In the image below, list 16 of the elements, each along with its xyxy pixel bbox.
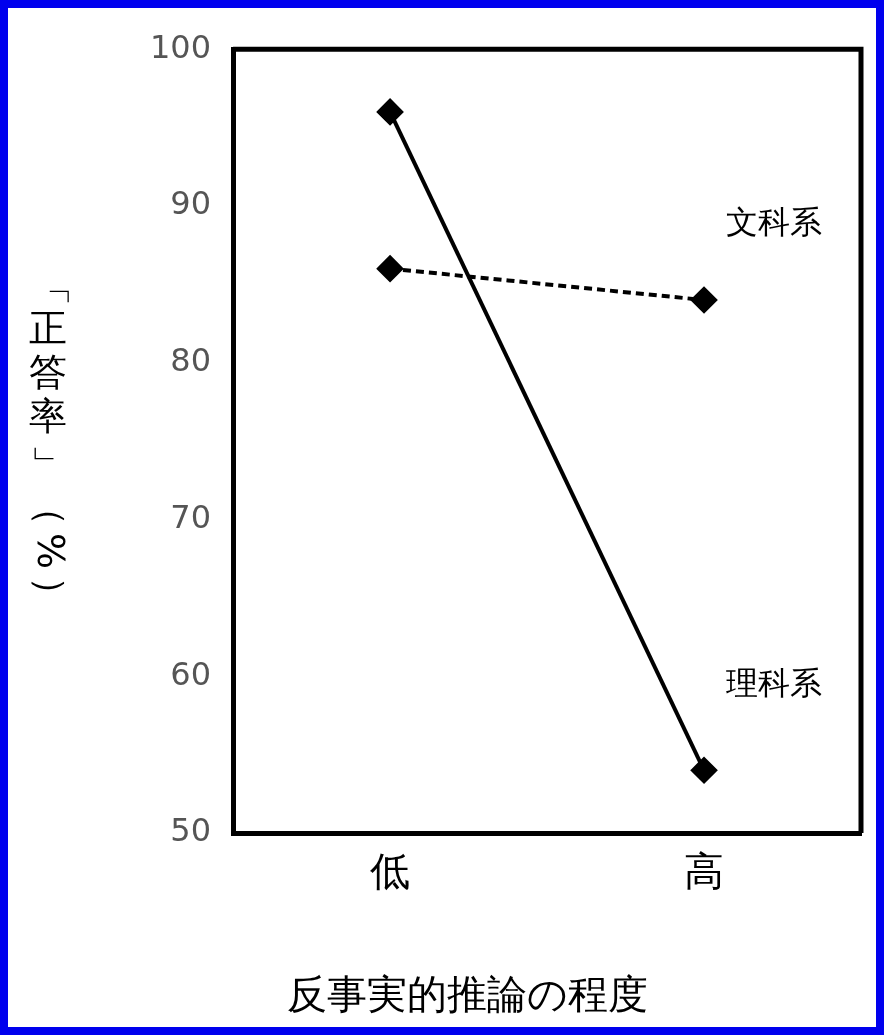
y-tick-label: 100 [150,27,212,66]
y-tick-label: 80 [170,341,212,380]
x-axis-title: 反事実的推論の程度 [286,971,648,1018]
point [691,757,718,784]
series-label: 理科系 [726,663,823,702]
y-tick-label: 50 [170,811,212,850]
x-tick-label: 低 [370,848,411,895]
y-axis-title: 「正答率」（%） [29,268,74,615]
y-tick-label: 70 [170,497,212,536]
point [377,255,404,282]
series-label: 文科系 [726,203,823,242]
y-tick-label: 60 [170,654,212,693]
y-tick-label: 90 [170,184,212,223]
x-tick-label: 高 [684,848,725,895]
point [691,287,718,314]
point [377,98,404,125]
